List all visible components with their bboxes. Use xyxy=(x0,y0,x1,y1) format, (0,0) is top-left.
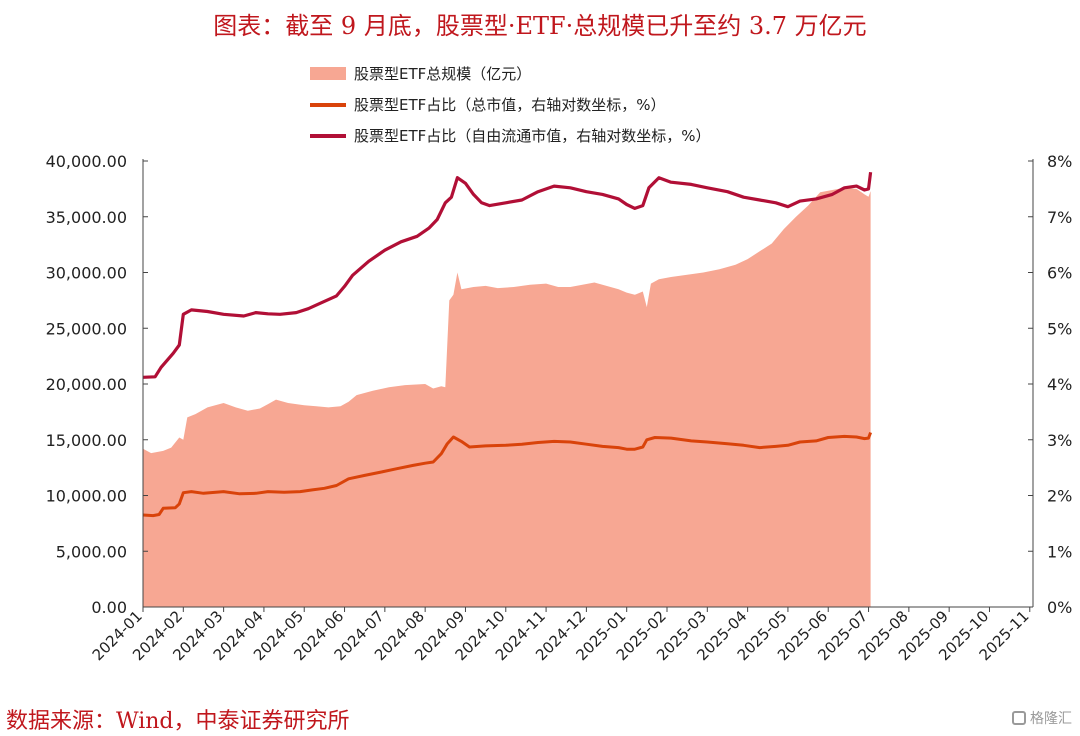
legend-item-free-float-ratio: 股票型ETF占比（自由流通市值，右轴对数坐标，%） xyxy=(310,120,711,151)
y-right-tick-label: 8% xyxy=(1047,152,1072,171)
legend-label-free-float-ratio: 股票型ETF占比（自由流通市值，右轴对数坐标，%） xyxy=(354,127,711,145)
y-right-tick-label: 7% xyxy=(1047,208,1072,227)
legend: 股票型ETF总规模（亿元） 股票型ETF占比（总市值，右轴对数坐标，%） 股票型… xyxy=(310,58,711,151)
y-left-tick-label: 15,000.00 xyxy=(46,431,127,450)
y-right-tick-label: 0% xyxy=(1047,598,1072,617)
y-right-tick-label: 1% xyxy=(1047,542,1072,561)
y-left-tick-label: 35,000.00 xyxy=(46,208,127,227)
y-right-tick-label: 2% xyxy=(1047,487,1072,506)
y-left-tick-label: 25,000.00 xyxy=(46,319,127,338)
y-left-tick-label: 40,000.00 xyxy=(46,152,127,171)
y-left-tick-label: 5,000.00 xyxy=(56,542,127,561)
legend-swatch-free-float-ratio xyxy=(310,133,346,138)
source-note: 数据来源：Wind，中泰证券研究所 xyxy=(6,709,350,734)
legend-label-total-ratio: 股票型ETF占比（总市值，右轴对数坐标，%） xyxy=(354,96,666,114)
legend-label-area: 股票型ETF总规模（亿元） xyxy=(354,65,532,83)
series-line-free-float-ratio xyxy=(142,172,873,379)
series-area-total-scale xyxy=(143,187,871,608)
watermark-text: 格隆汇 xyxy=(1030,711,1072,727)
legend-swatch-total-ratio xyxy=(310,102,346,107)
series-line-total-ratio xyxy=(142,431,873,518)
y-left-tick-label: 20,000.00 xyxy=(46,375,127,394)
legend-swatch-area xyxy=(310,67,346,80)
y-left-tick-label: 30,000.00 xyxy=(46,264,127,283)
series-layer xyxy=(142,172,873,608)
y-right-tick-label: 4% xyxy=(1047,375,1072,394)
legend-item-total-ratio: 股票型ETF占比（总市值，右轴对数坐标，%） xyxy=(310,89,711,120)
legend-item-area: 股票型ETF总规模（亿元） xyxy=(310,58,711,89)
y-right-tick-label: 5% xyxy=(1047,319,1072,338)
chart-title: 图表：截至 9 月底，股票型·ETF·总规模已升至约 3.7 万亿元 xyxy=(213,12,867,40)
y-right-tick-label: 3% xyxy=(1047,431,1072,450)
watermark-logo-icon xyxy=(1012,711,1026,725)
y-left-tick-label: 0.00 xyxy=(91,598,127,617)
y-right-tick-label: 6% xyxy=(1047,264,1072,283)
y-left-tick-label: 10,000.00 xyxy=(46,487,127,506)
watermark: 格隆汇 xyxy=(1012,708,1072,728)
